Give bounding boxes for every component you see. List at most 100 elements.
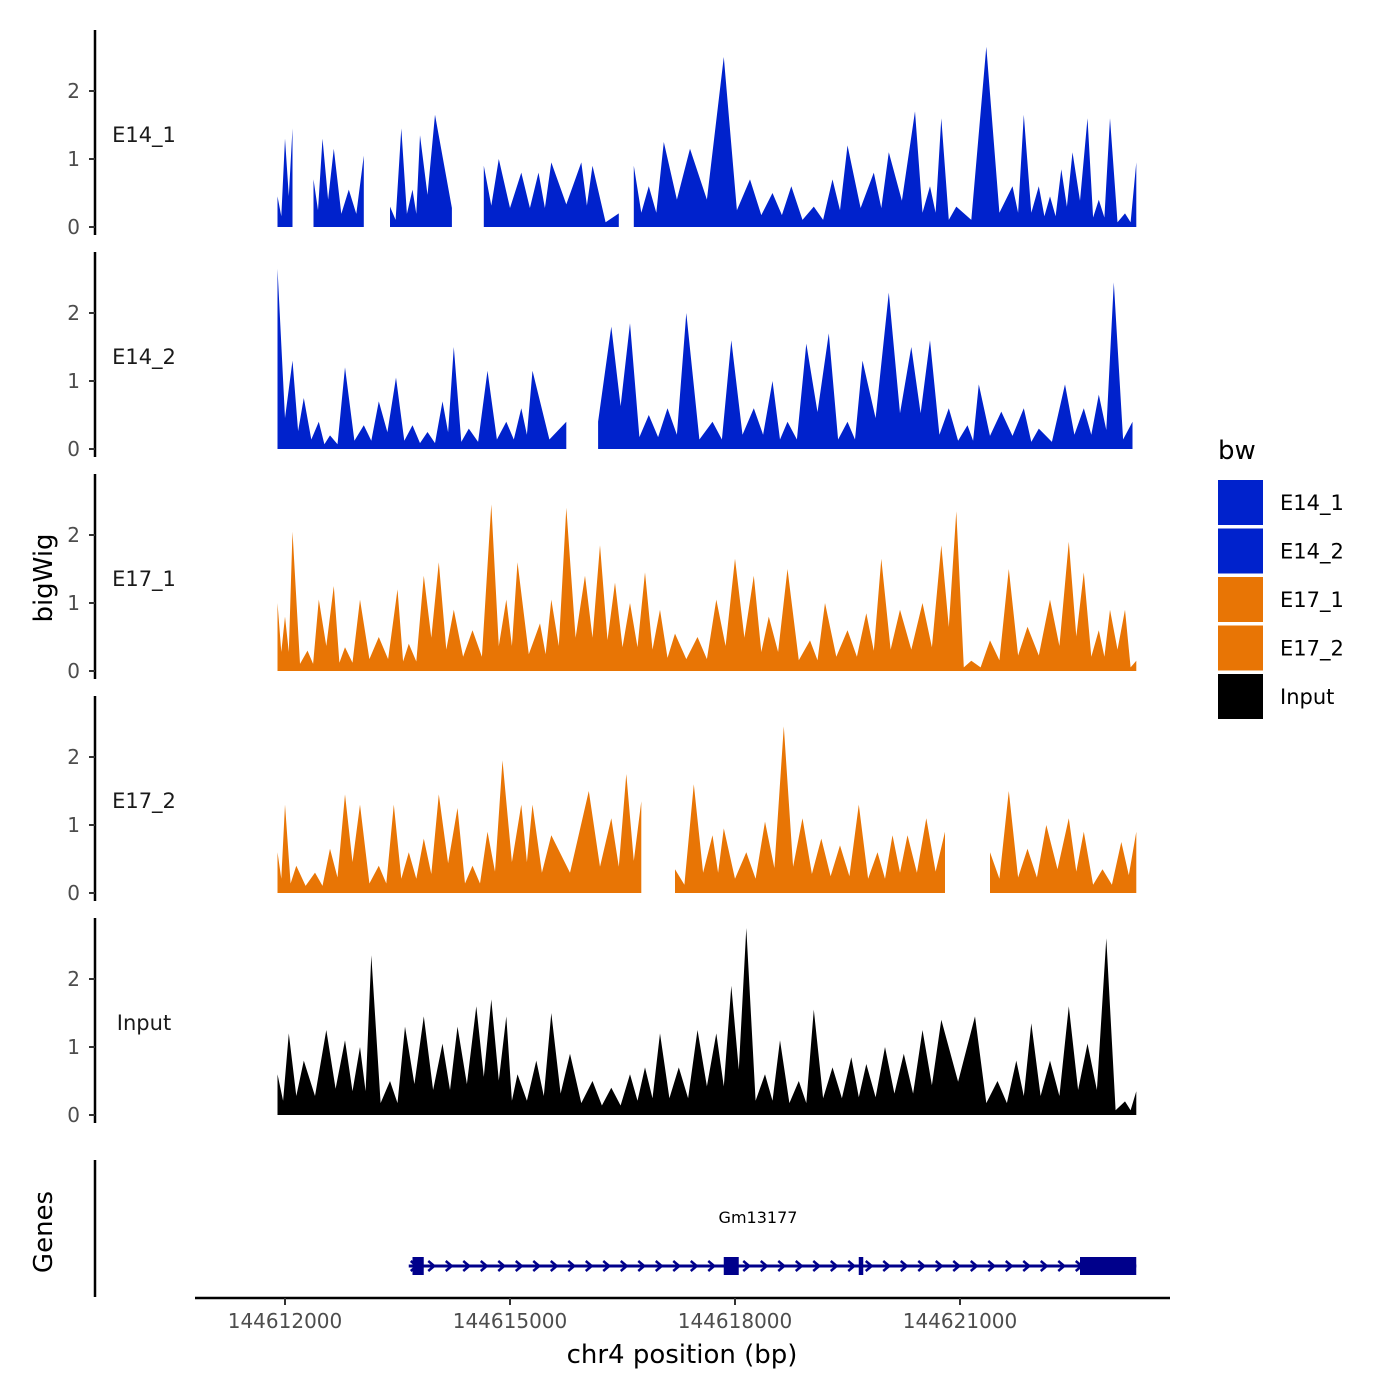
strand-chevron-icon [462,1260,472,1272]
strand-chevron-icon [532,1260,542,1272]
y-tick-label: 1 [67,591,80,615]
gene-name-label: Gm13177 [719,1208,798,1227]
coverage-area [277,928,1137,1115]
gene-exon [723,1257,739,1275]
y-tick-label: 1 [67,369,80,393]
strand-chevron-icon [619,1260,629,1272]
genes-panel-title: Genes [29,1191,59,1273]
strand-chevron-icon [1022,1260,1032,1272]
strand-chevron-icon [672,1260,682,1272]
strand-chevron-icon [602,1260,612,1272]
coverage-area [675,726,945,893]
y-tick-label: 1 [67,1035,80,1059]
strand-chevron-icon [689,1260,699,1272]
legend-swatch [1218,625,1263,671]
strand-chevron-icon [812,1260,822,1272]
y-tick-label: 0 [67,437,80,461]
coverage-area [390,114,452,227]
legend-label: Input [1280,685,1334,709]
coverage-area [277,760,642,893]
strand-chevron-icon [759,1260,769,1272]
strand-chevron-icon [1039,1260,1049,1272]
legend-label: E17_1 [1280,588,1344,613]
strand-chevron-icon [584,1260,594,1272]
strand-chevron-icon [882,1260,892,1272]
track-label: E14_2 [112,345,176,370]
coverage-area [277,268,567,449]
panel-input: 0 1 2 Input [67,918,1137,1127]
x-tick-label: 144618000 [678,1309,793,1333]
legend-title: bw [1218,436,1256,466]
gene-exon [1080,1257,1137,1275]
gene-exon [858,1257,864,1275]
legend-swatch [1218,480,1263,525]
y-tick-label: 0 [67,881,80,905]
legend-swatch [1218,674,1263,719]
panel-e17-2: 0 1 2 E17_2 [67,696,1137,905]
strand-chevron-icon [952,1260,962,1272]
gene-gm13177: Gm13177 [408,1208,1137,1275]
strand-chevron-icon [864,1260,874,1272]
legend-swatch [1218,528,1263,574]
strand-chevron-icon [427,1260,437,1272]
y-tick-label: 2 [67,523,80,547]
strand-chevron-icon [514,1260,524,1272]
y-tick-label: 0 [67,215,80,239]
coverage-area [277,504,1137,671]
strand-chevron-icon [707,1260,717,1272]
y-tick-label: 0 [67,1103,80,1127]
legend-label: E17_2 [1280,637,1344,662]
strand-chevron-icon [899,1260,909,1272]
x-tick-label: 144612000 [228,1309,343,1333]
legend-swatch [1218,577,1263,622]
y-tick-label: 1 [67,147,80,171]
strand-chevron-icon [497,1260,507,1272]
y-tick-label: 1 [67,813,80,837]
strand-chevron-icon [1004,1260,1014,1272]
strand-chevron-icon [794,1260,804,1272]
panel-e14-2: 0 1 2 E14_2 [67,252,1133,461]
strand-chevron-icon [777,1260,787,1272]
y-tick-label: 2 [67,967,80,991]
y-tick-label: 0 [67,659,80,683]
strand-chevron-icon [847,1260,857,1272]
track-label: Input [117,1011,171,1035]
coverage-area [598,282,1133,449]
coverage-area [483,159,619,227]
strand-chevron-icon [1057,1260,1067,1272]
coverage-area [277,128,293,227]
strand-chevron-icon [829,1260,839,1272]
track-label: E17_2 [112,789,176,814]
genes-track: Gm13177 [408,1208,1137,1275]
x-tick-label: 144615000 [453,1309,568,1333]
coverage-area [313,138,364,227]
coverage-area [990,791,1137,893]
strand-chevron-icon [742,1260,752,1272]
strand-chevron-icon [917,1260,927,1272]
track-label: E14_1 [112,123,176,148]
legend: E14_1 E14_2 E17_1 E17_2 Input [1218,480,1344,719]
gene-exon [412,1257,424,1275]
legend-label: E14_2 [1280,540,1344,565]
strand-chevron-icon [567,1260,577,1272]
coverage-area [633,46,1137,227]
panel-e17-1: 0 1 2 E17_1 [67,474,1137,683]
strand-chevron-icon [549,1260,559,1272]
strand-chevron-icon [934,1260,944,1272]
y-tick-label: 2 [67,301,80,325]
x-axis-ticks: 144612000 144615000 144618000 144621000 [228,1298,1017,1333]
legend-label: E14_1 [1280,491,1344,516]
strand-chevron-icon [479,1260,489,1272]
y-tick-label: 2 [67,79,80,103]
strand-chevron-icon [987,1260,997,1272]
x-axis-title: chr4 position (bp) [567,1340,798,1370]
strand-chevron-icon [969,1260,979,1272]
strand-chevron-icon [637,1260,647,1272]
strand-chevron-icon [654,1260,664,1272]
y-tick-label: 2 [67,745,80,769]
strand-chevron-icon [444,1260,454,1272]
panel-e14-1: 0 1 2 E14_1 [67,30,1137,239]
y-axis-title: bigWig [29,533,59,622]
track-label: E17_1 [112,567,176,592]
